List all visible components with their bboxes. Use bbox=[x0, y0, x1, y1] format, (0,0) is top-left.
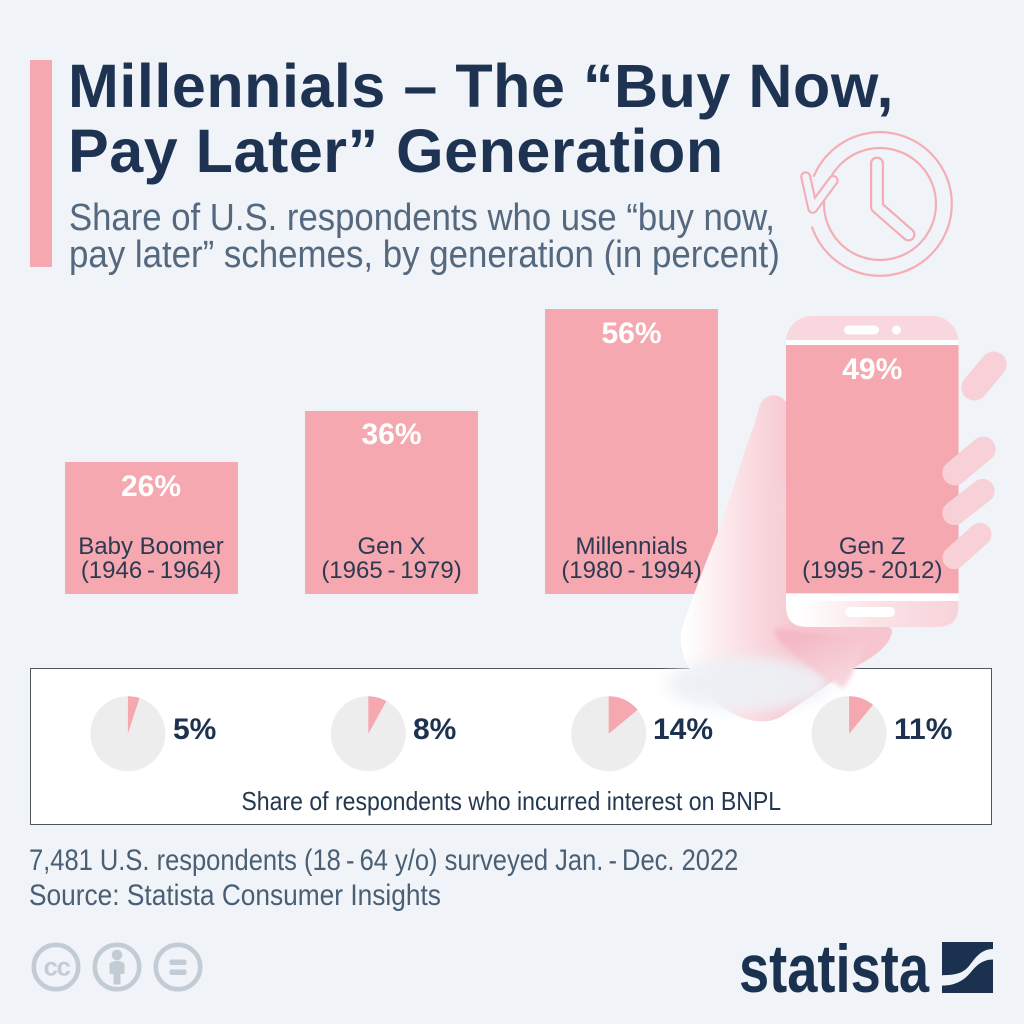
svg-text:cc: cc bbox=[44, 952, 71, 982]
